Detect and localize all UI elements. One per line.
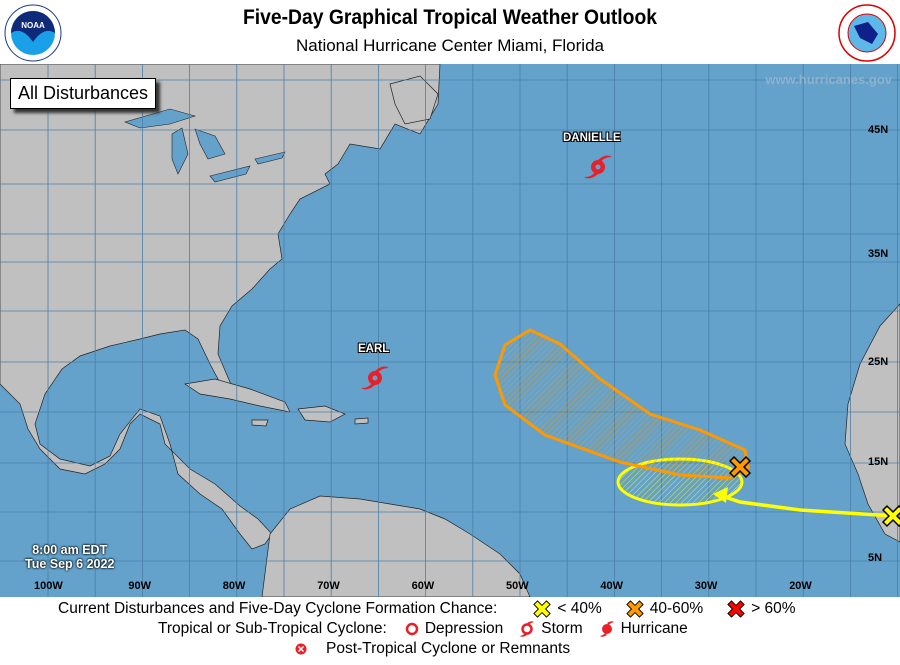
page-title: Five-Day Graphical Tropical Weather Outl… bbox=[242, 6, 658, 29]
hurricane-icon bbox=[599, 621, 614, 637]
latitude-label: 35N bbox=[868, 248, 889, 260]
yellow-x-icon bbox=[881, 504, 900, 528]
storm-label-earl: EARL bbox=[358, 343, 390, 355]
page-subtitle: National Hurricane Center Miami, Florida bbox=[295, 36, 604, 55]
longitude-label: 90W bbox=[128, 580, 152, 592]
storm-icon bbox=[520, 621, 535, 637]
longitude-label: 30W bbox=[694, 580, 718, 592]
website-label: www.hurricanes.gov bbox=[765, 72, 892, 87]
latitude-label: 25N bbox=[868, 356, 889, 368]
noaa-logo: NOAA bbox=[4, 4, 62, 62]
latitude-label: 15N bbox=[868, 456, 889, 468]
date-text: Tue Sep 6 2022 bbox=[25, 557, 115, 571]
high-chance-label: > 60% bbox=[751, 600, 796, 617]
yellow-track bbox=[713, 487, 894, 518]
orange-x-icon bbox=[728, 455, 752, 479]
post-tropical-label: Post-Tropical Cyclone or Remnants bbox=[326, 640, 571, 657]
nws-logo bbox=[838, 4, 896, 62]
storm-label: Storm bbox=[541, 620, 583, 637]
post-tropical-icon bbox=[295, 643, 307, 655]
longitude-label: 60W bbox=[411, 580, 435, 592]
land bbox=[0, 64, 900, 597]
low-chance-x-icon bbox=[533, 600, 552, 618]
storm-label-danielle: DANIELLE bbox=[563, 132, 621, 144]
longitude-label: 50W bbox=[506, 580, 529, 592]
time-text: 8:00 am EDT bbox=[32, 543, 108, 557]
depression-label: Depression bbox=[424, 620, 504, 637]
longitude-label: 80W bbox=[222, 580, 246, 592]
africa bbox=[844, 303, 900, 543]
view-label: All Disturbances bbox=[10, 78, 157, 109]
north-america bbox=[0, 64, 441, 550]
svg-text:NOAA: NOAA bbox=[21, 21, 45, 30]
grid-lines bbox=[0, 64, 900, 597]
medium-chance-label: 40-60% bbox=[649, 600, 704, 617]
orange-outlook-area bbox=[493, 328, 750, 507]
hurricane-danielle-icon bbox=[584, 155, 612, 179]
longitude-label: 100W bbox=[34, 580, 63, 592]
low-chance-label: < 40% bbox=[557, 600, 602, 617]
puerto-rico bbox=[354, 417, 369, 425]
medium-chance-x-icon bbox=[626, 600, 644, 618]
hispaniola bbox=[297, 405, 346, 423]
jamaica bbox=[251, 419, 269, 427]
formation-chance-label: Current Disturbances and Five-Day Cyclon… bbox=[58, 600, 498, 617]
longitude-label: 20W bbox=[789, 580, 812, 592]
longitude-label: 70W bbox=[317, 580, 340, 592]
hurricane-label: Hurricane bbox=[620, 620, 688, 637]
outlook-map bbox=[0, 64, 900, 597]
cyclone-label: Tropical or Sub-Tropical Cyclone: bbox=[158, 620, 387, 637]
header: NOAA Five-Day Graphical Tropical Weather… bbox=[0, 0, 900, 64]
latitude-label: 45N bbox=[868, 124, 889, 136]
issue-time: 8:00 am EDT Tue Sep 6 2022 bbox=[25, 543, 114, 571]
hurricane-earl-icon bbox=[361, 366, 389, 390]
longitude-label: 40W bbox=[600, 580, 624, 592]
high-chance-x-icon bbox=[727, 600, 745, 618]
latitude-label: 5N bbox=[868, 552, 883, 564]
depression-icon bbox=[405, 622, 419, 636]
